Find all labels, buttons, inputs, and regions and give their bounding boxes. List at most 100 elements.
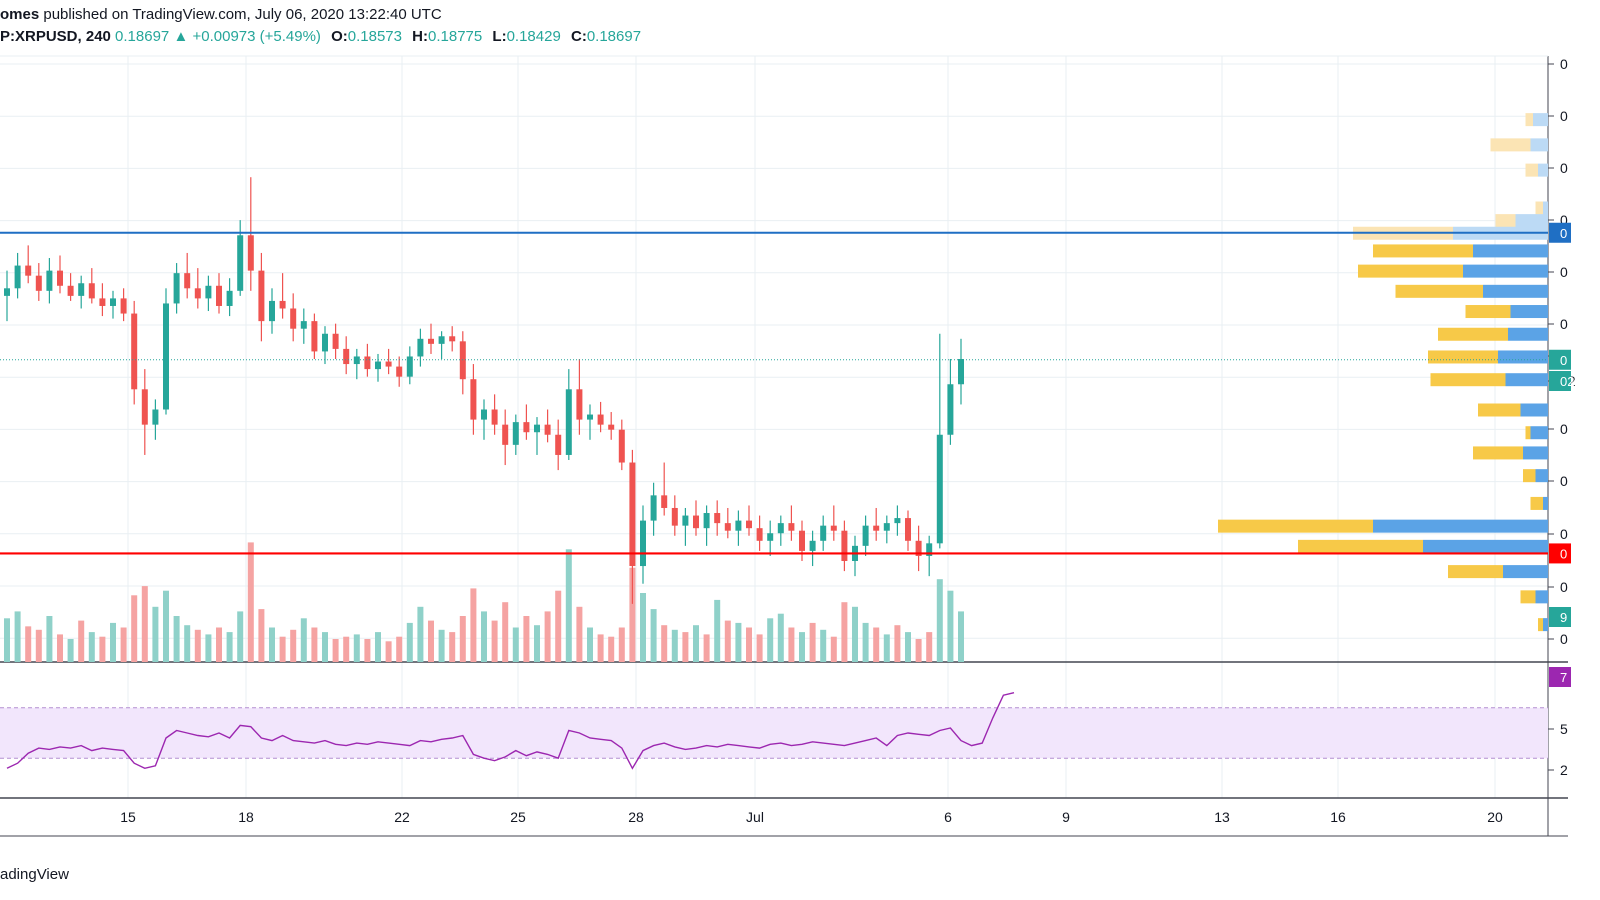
- candle-body: [809, 540, 816, 551]
- volume-profile-down: [1395, 284, 1483, 298]
- volume-bar: [629, 567, 636, 662]
- volume-profile-down: [1448, 565, 1503, 579]
- candle-body: [947, 384, 954, 435]
- candle-body: [555, 434, 562, 455]
- volume-bar: [883, 634, 890, 662]
- candle-body: [184, 273, 191, 289]
- volume-bar: [247, 542, 254, 662]
- volume-bar: [565, 549, 572, 662]
- volume-bar: [131, 595, 138, 662]
- volume-profile-down: [1428, 350, 1498, 364]
- candle-body: [141, 389, 148, 425]
- volume-profile-up: [1543, 496, 1548, 510]
- candle-body: [735, 520, 742, 531]
- candle-body: [671, 507, 678, 526]
- volume-bars: [4, 542, 964, 662]
- candle-body: [332, 333, 339, 349]
- candle-body: [470, 379, 477, 420]
- candle-body: [279, 300, 286, 309]
- candle-body: [258, 270, 265, 322]
- volume-profile-down: [1525, 113, 1533, 127]
- x-tick-label: 16: [1330, 809, 1346, 825]
- price-tick-label: 0: [1560, 212, 1568, 228]
- volume-profile-up: [1543, 201, 1548, 215]
- candle-body: [926, 543, 933, 556]
- volume-bar: [110, 622, 116, 662]
- price-tick-label: 0: [1560, 160, 1568, 176]
- candle-body: [322, 333, 328, 352]
- candle-body: [88, 283, 95, 299]
- volume-profile-up: [1423, 539, 1548, 553]
- volume-bar: [534, 625, 540, 662]
- x-tick-label: 13: [1214, 809, 1230, 825]
- candle-body: [587, 414, 593, 420]
- candle-body: [364, 356, 371, 370]
- volume-bar: [820, 629, 827, 662]
- symbol-name[interactable]: P:XRPUSD, 240: [0, 28, 111, 45]
- price-tick-label: 0: [1560, 579, 1568, 595]
- last-price: 0.18697: [115, 28, 170, 45]
- candle-body: [894, 518, 901, 524]
- rsi-band-fill: [0, 707, 1548, 759]
- chart-header: omes published on TradingView.com, July …: [0, 0, 1600, 52]
- volume-profile-up: [1538, 163, 1548, 177]
- volume-bar: [258, 609, 265, 662]
- volume-bar: [353, 634, 360, 662]
- up-arrow-icon: ▲: [173, 28, 189, 45]
- resistance-tag: 0: [1560, 226, 1567, 241]
- volume-profile-up: [1533, 113, 1548, 127]
- candle-body: [226, 290, 233, 306]
- candle-body: [862, 525, 869, 546]
- volume-bar: [99, 636, 106, 662]
- volume-profile-up: [1535, 469, 1548, 483]
- candle-body: [438, 336, 445, 344]
- candle-body: [693, 515, 699, 529]
- candle-body: [661, 495, 668, 508]
- volume-bar: [608, 636, 615, 662]
- publish-info: omes published on TradingView.com, July …: [0, 6, 442, 23]
- volume-tag-bg: [1549, 607, 1571, 627]
- volume-bar: [67, 639, 74, 662]
- x-tick-label: 25: [510, 809, 526, 825]
- volume-bar: [290, 629, 297, 662]
- candle-body: [35, 275, 42, 291]
- candle-body: [4, 288, 10, 296]
- candle-body: [396, 366, 403, 377]
- volume-bar: [777, 613, 784, 662]
- volume-profile-down: [1530, 496, 1543, 510]
- volume-bar: [237, 611, 244, 662]
- candle-body: [120, 298, 127, 314]
- tradingview-brand[interactable]: adingView: [0, 866, 69, 883]
- volume-bar: [396, 636, 403, 662]
- volume-bar: [618, 627, 625, 662]
- volume-profile: [1218, 113, 1548, 632]
- x-tick-label: Jul: [746, 809, 764, 825]
- candle-body: [311, 321, 318, 352]
- x-tick-label: 28: [628, 809, 644, 825]
- candle-body: [152, 409, 159, 425]
- candle-body: [216, 285, 222, 306]
- candle-body: [512, 422, 519, 445]
- volume-profile-up: [1530, 426, 1548, 440]
- x-tick-label: 9: [1062, 809, 1070, 825]
- volume-profile-down: [1523, 469, 1536, 483]
- price-levels[interactable]: [0, 231, 1548, 555]
- candle-body: [247, 235, 254, 271]
- x-tick-label: 20: [1487, 809, 1503, 825]
- support-tag: 0: [1560, 546, 1567, 561]
- resistance-tag-bg: [1549, 222, 1571, 243]
- volume-profile-up: [1523, 446, 1548, 460]
- price-tick-label: 0: [1560, 473, 1568, 489]
- volume-bar: [152, 606, 159, 662]
- volume-bar: [406, 622, 413, 662]
- candle-body: [491, 409, 498, 425]
- candle-body: [724, 523, 731, 531]
- candle-body: [99, 298, 106, 306]
- candle-body: [830, 525, 837, 531]
- volume-bar: [428, 620, 434, 662]
- candle-body: [565, 389, 572, 455]
- volume-profile-down: [1538, 618, 1543, 632]
- publisher-name[interactable]: omes: [0, 6, 40, 23]
- candle-body: [534, 424, 540, 433]
